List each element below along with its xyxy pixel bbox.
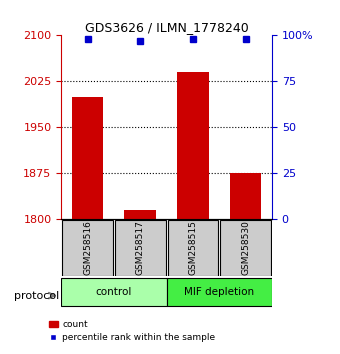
FancyBboxPatch shape bbox=[168, 220, 218, 275]
FancyBboxPatch shape bbox=[61, 278, 167, 306]
Text: GSM258530: GSM258530 bbox=[241, 220, 250, 275]
Legend: count, percentile rank within the sample: count, percentile rank within the sample bbox=[45, 316, 219, 346]
Bar bbox=[230, 173, 261, 219]
FancyBboxPatch shape bbox=[115, 220, 166, 275]
Text: control: control bbox=[96, 287, 132, 297]
Text: protocol: protocol bbox=[14, 291, 59, 301]
FancyBboxPatch shape bbox=[220, 220, 271, 275]
Bar bbox=[72, 97, 103, 219]
Text: MIF depletion: MIF depletion bbox=[184, 287, 254, 297]
Text: GDS3626 / ILMN_1778240: GDS3626 / ILMN_1778240 bbox=[85, 21, 249, 34]
Text: GSM258515: GSM258515 bbox=[188, 220, 198, 275]
Text: GSM258517: GSM258517 bbox=[136, 220, 145, 275]
FancyBboxPatch shape bbox=[167, 278, 272, 306]
Text: GSM258516: GSM258516 bbox=[83, 220, 92, 275]
Bar bbox=[177, 72, 209, 219]
FancyBboxPatch shape bbox=[62, 220, 113, 275]
Bar bbox=[124, 210, 156, 219]
